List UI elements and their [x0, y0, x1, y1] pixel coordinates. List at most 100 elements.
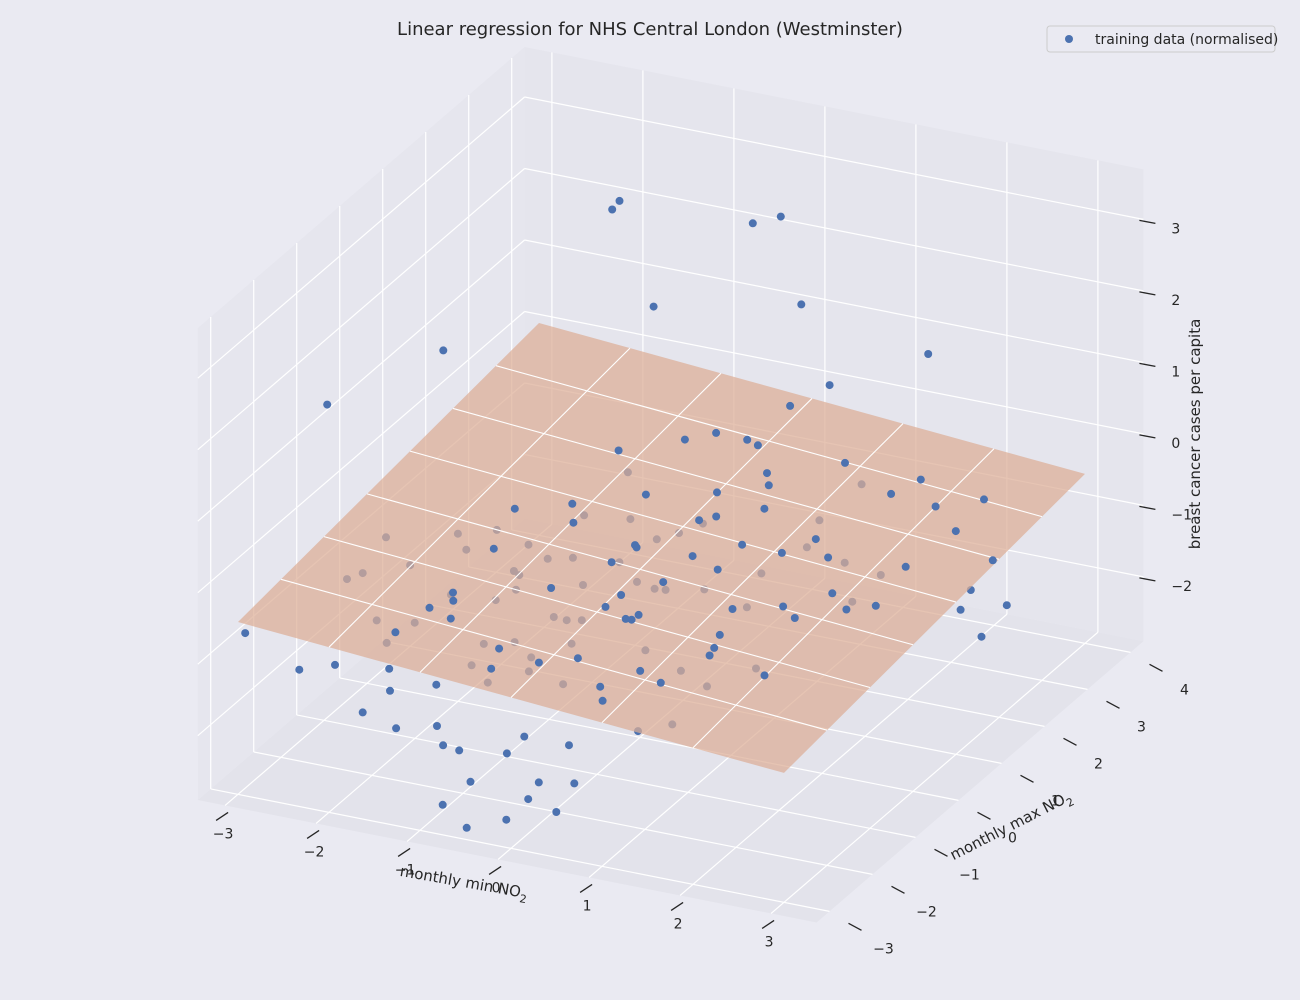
- y-tick-label: 1: [1051, 793, 1060, 809]
- x-tick-mark: [670, 901, 684, 911]
- z-axis-label: breast cancer cases per capita: [1186, 319, 1204, 550]
- scatter-point: [433, 722, 441, 730]
- scatter-point: [391, 628, 400, 637]
- z-tick-mark: [1139, 291, 1156, 296]
- y-tick-mark: [1106, 700, 1120, 709]
- scatter-point: [627, 615, 636, 624]
- y-tick-mark: [848, 922, 862, 931]
- plane-grid-line: [510, 398, 813, 698]
- scatter-point: [449, 596, 458, 605]
- x-tick-mark: [215, 811, 229, 821]
- scatter-point: [520, 732, 529, 741]
- y-tick-mark: [1020, 774, 1034, 783]
- legend-frame: [1046, 25, 1276, 53]
- scatter-point: [760, 671, 769, 680]
- scatter-point: [841, 458, 849, 467]
- grid-line-z-left: [197, 239, 525, 522]
- x-tick-label: 1: [583, 898, 592, 914]
- scatter-point: [641, 490, 650, 499]
- scatter-point: [608, 205, 617, 214]
- x-tick-label: −3: [213, 826, 234, 842]
- scatter-point: [688, 552, 697, 561]
- scatter-point: [524, 795, 533, 804]
- scatter-point: [824, 553, 833, 562]
- x-tick-label: −2: [304, 844, 325, 860]
- scatter-point: [956, 605, 965, 614]
- z-tick-mark: [1139, 434, 1156, 439]
- y-tick-label: −3: [873, 941, 894, 957]
- scatter-point: [615, 196, 624, 205]
- scatter-point: [738, 540, 747, 549]
- scatter-point: [977, 632, 986, 641]
- tick-labels: −3 −2 −1 0 1 2 3 −3 −2 −1 0 1 2 3 4 −2 −1 0 1 2 3: [213, 221, 1192, 957]
- scatter-point: [565, 741, 573, 750]
- scatter-point: [570, 779, 579, 788]
- grid-line-z-back: [524, 96, 1144, 220]
- grid-line-z-left: [197, 168, 525, 451]
- scatter-point: [489, 544, 498, 553]
- scatter-point: [323, 400, 332, 409]
- scatter-point: [825, 381, 834, 390]
- scatter-point: [569, 518, 578, 527]
- scatter-point: [779, 602, 788, 611]
- scatter-point: [487, 664, 496, 673]
- scatter-point: [659, 578, 668, 587]
- z-tick-mark: [1139, 577, 1156, 582]
- chart-title: Linear regression for NHS Central London…: [397, 19, 903, 40]
- scatter-point: [786, 401, 795, 410]
- scatter-point: [438, 800, 447, 809]
- scatter-point: [743, 435, 752, 444]
- y-tick-mark: [1063, 737, 1077, 746]
- scatter-point: [728, 605, 737, 613]
- scatter-point: [828, 589, 837, 598]
- legend-marker: [1065, 35, 1073, 43]
- grid-line-z-back: [524, 310, 1144, 435]
- scatter-point: [705, 651, 714, 660]
- z-tick-label: 2: [1171, 293, 1180, 309]
- plane-grid-line: [366, 493, 914, 646]
- scatter-point: [760, 504, 769, 513]
- scatter-point: [241, 629, 250, 638]
- scatter-point: [432, 680, 441, 689]
- grid-line-z-back: [524, 167, 1144, 292]
- y-tick-label: 2: [1094, 756, 1103, 772]
- scatter-point: [392, 724, 401, 733]
- x-tick-mark: [579, 883, 593, 893]
- scatter-point: [386, 686, 394, 695]
- tick-marks: [215, 219, 1163, 931]
- z-tick-label: 0: [1171, 436, 1180, 452]
- plane-grid-line: [409, 450, 957, 603]
- x-tick-mark: [761, 919, 775, 929]
- x-tick-label: 0: [492, 880, 501, 896]
- plane-grid-line: [601, 423, 904, 724]
- z-tick-mark: [1139, 505, 1156, 511]
- x-tick-label: −1: [395, 862, 416, 878]
- scatter-point: [502, 815, 511, 824]
- scatter-point: [763, 469, 771, 478]
- plane-grid-line: [328, 347, 631, 648]
- scatter-point: [358, 708, 367, 717]
- scatter-point: [842, 605, 851, 614]
- z-tick-label: −2: [1171, 579, 1192, 595]
- y-tick-label: −1: [959, 867, 980, 883]
- scatter-point: [811, 535, 820, 544]
- x-tick-label: 3: [765, 934, 774, 950]
- plane-grid-line: [280, 578, 828, 731]
- plane-grid-line: [323, 536, 871, 689]
- scatter-point: [764, 481, 773, 490]
- scatter-point: [621, 614, 630, 623]
- scatter-point: [713, 565, 722, 574]
- grid-line-x-floor: [679, 613, 1008, 896]
- scatter-point: [924, 350, 933, 358]
- scatter-point: [295, 665, 304, 674]
- scatter-point: [596, 682, 605, 691]
- scatter-point: [916, 475, 925, 484]
- scatter-point: [439, 741, 448, 750]
- regression-plane: [238, 322, 1085, 773]
- scatter-point: [466, 777, 475, 786]
- legend-label: training data (normalised): [1095, 32, 1278, 48]
- grid-line-z-left: [197, 96, 525, 379]
- scatter-point: [449, 588, 457, 597]
- scatter-points-above-plane: [323, 196, 997, 705]
